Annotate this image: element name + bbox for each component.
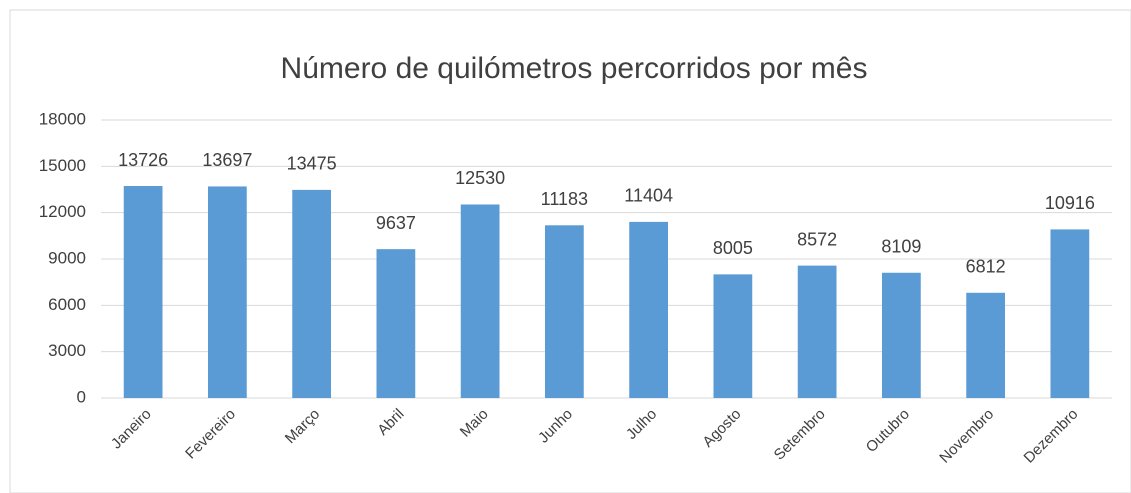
bar (797, 265, 837, 398)
data-label: 8005 (713, 238, 753, 258)
bar (966, 292, 1006, 398)
data-label: 13726 (118, 150, 168, 170)
data-label: 13475 (287, 154, 337, 174)
data-label: 11404 (624, 186, 673, 206)
y-tick-label: 15000 (39, 156, 86, 175)
data-label: 6812 (966, 257, 1006, 277)
bar (713, 274, 753, 398)
bar (123, 186, 163, 398)
bar (460, 204, 500, 398)
data-label: 11183 (541, 189, 588, 209)
bar (881, 272, 921, 398)
y-tick-label: 12000 (39, 202, 86, 221)
bar (1050, 229, 1090, 398)
y-tick-label: 9000 (48, 248, 86, 267)
data-label: 9637 (376, 213, 416, 233)
bar (629, 221, 669, 398)
data-label: 12530 (455, 168, 505, 188)
bar (207, 186, 247, 398)
data-label: 8109 (881, 237, 921, 257)
bar (292, 189, 332, 398)
y-tick-label: 18000 (39, 109, 86, 128)
y-tick-label: 3000 (48, 341, 86, 360)
data-label: 13697 (202, 150, 252, 170)
data-label: 8572 (797, 229, 837, 249)
chart-title: Número de quilómetros percorridos por mê… (281, 52, 868, 85)
y-tick-label: 0 (77, 387, 86, 406)
data-label: 10916 (1045, 193, 1095, 213)
bar (376, 249, 416, 398)
bar (544, 225, 584, 398)
y-tick-label: 6000 (48, 295, 86, 314)
